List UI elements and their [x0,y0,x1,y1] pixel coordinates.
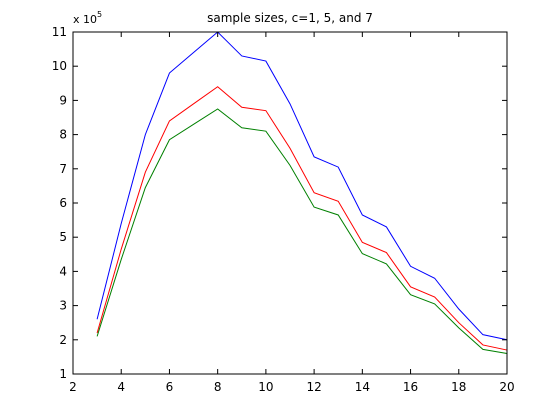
x-tick-label: 20 [499,380,514,394]
y-exponent-power: 5 [97,10,102,19]
x-tick-label: 6 [166,380,174,394]
y-tick-label: 7 [59,162,67,176]
x-tick-label: 4 [117,380,125,394]
y-tick-label: 11 [52,25,67,39]
y-tick-label: 5 [59,230,67,244]
x-tick-label: 10 [258,380,273,394]
series-line-3 [96,108,508,354]
chart-title: sample sizes, c=1, 5, and 7 [207,11,373,25]
y-tick-label: 6 [59,196,67,210]
plot-area [73,32,507,374]
x-tick-label: 12 [306,380,321,394]
x-tick-label: 18 [451,380,466,394]
y-tick-label: 8 [59,128,67,142]
x-tick-label: 8 [214,380,222,394]
y-tick-label: 9 [59,93,67,107]
series-layer [96,31,508,354]
series-line-2 [96,86,508,351]
y-tick-label: 10 [52,59,67,73]
y-tick-label: 1 [59,367,67,381]
x-tick-label: 14 [355,380,370,394]
y-tick-label: 3 [59,299,67,313]
y-tick-label: 4 [59,264,67,278]
x-tick-label: 2 [69,380,77,394]
series-line-1 [96,31,508,341]
y-tick-label: 2 [59,333,67,347]
x-tick-label: 16 [403,380,418,394]
y-exponent-base: x 10 [73,13,97,26]
y-exponent-label: x 105 [73,10,102,26]
